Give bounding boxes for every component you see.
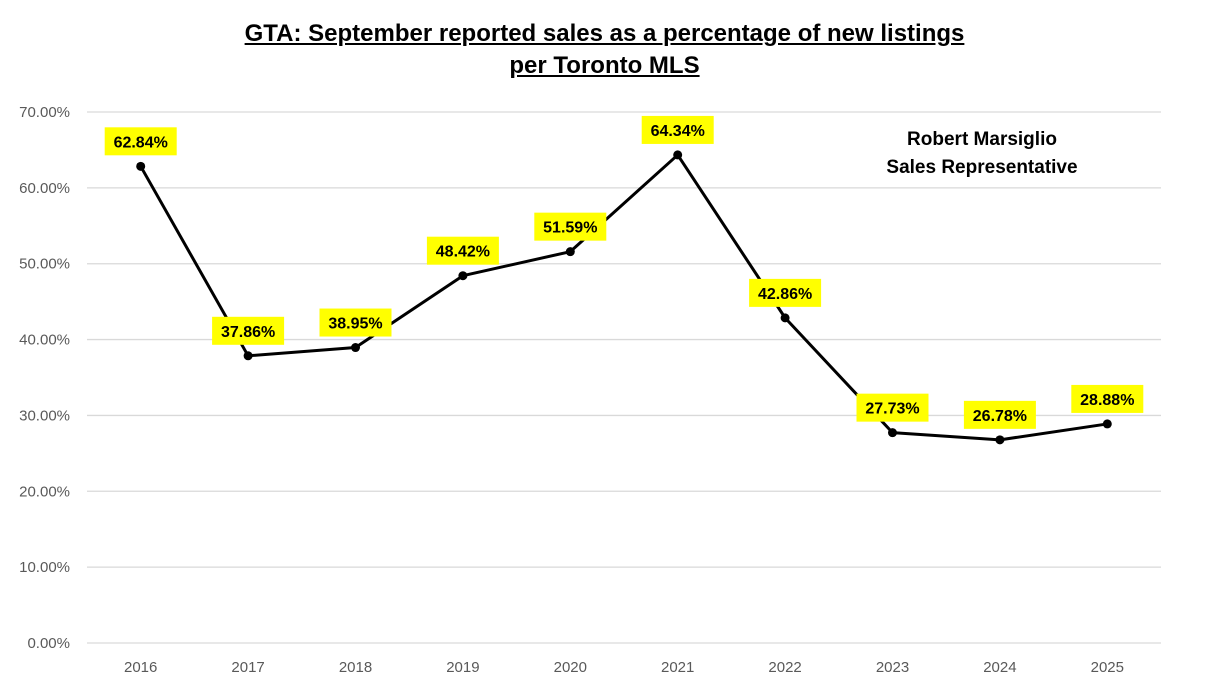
data-label-bg (104, 127, 177, 156)
data-label: 51.59% (543, 220, 597, 237)
x-tick-label: 2024 (983, 659, 1016, 676)
data-label-bg (749, 278, 822, 307)
data-label-bg (641, 115, 714, 144)
series-line-group (136, 150, 1112, 445)
x-tick-label: 2023 (876, 659, 909, 676)
data-point (673, 150, 683, 160)
data-label: 28.88% (1080, 392, 1134, 409)
x-tick-label: 2019 (446, 659, 479, 676)
y-tick-label: 20.00% (19, 483, 70, 500)
x-tick-label: 2020 (554, 659, 587, 676)
y-tick-label: 70.00% (19, 104, 70, 121)
data-point (351, 343, 360, 353)
data-point (995, 435, 1005, 445)
annotation-name: Robert Marsiglio (907, 129, 1057, 150)
data-label-bg (963, 400, 1036, 429)
chart-title: GTA: September reported sales as a perce… (0, 18, 1209, 82)
y-tick-label: 0.00% (27, 635, 70, 652)
y-tick-label: 50.00% (19, 256, 70, 273)
data-label-bg (212, 316, 285, 345)
data-point (780, 313, 790, 323)
data-label: 42.86% (758, 286, 812, 303)
y-tick-label: 60.00% (19, 180, 70, 197)
data-label-bg (856, 393, 929, 422)
data-label-bg (426, 236, 499, 265)
x-tick-label: 2018 (339, 659, 372, 676)
data-point (888, 428, 897, 438)
x-tick-label: 2021 (661, 659, 694, 676)
x-tick-label: 2025 (1091, 659, 1124, 676)
data-point (136, 161, 146, 171)
chart-title-line1: GTA: September reported sales as a perce… (244, 20, 965, 47)
data-label: 26.78% (973, 408, 1027, 425)
y-tick-label: 40.00% (19, 332, 70, 349)
data-point (565, 247, 575, 257)
data-label: 37.86% (221, 324, 275, 341)
data-label-bg (534, 212, 607, 241)
x-tick-label: 2016 (124, 659, 157, 676)
data-point (458, 271, 468, 281)
y-tick-label: 30.00% (19, 407, 70, 424)
data-point (243, 351, 253, 361)
gridlines (87, 111, 1161, 644)
chart-title-line2: per Toronto MLS (509, 52, 700, 79)
data-label-bg (1071, 384, 1144, 413)
data-point (1102, 419, 1112, 429)
x-axis-ticks: 2016 2017 2018 2019 2020 2021 2022 2023 2024 2025 (124, 659, 1124, 676)
annotation-role: Sales Representative (886, 157, 1077, 178)
y-axis-ticks: 0.00% 10.00% 20.00% 30.00% 40.00% 50.00% 60.00… (19, 104, 70, 652)
x-tick-label: 2017 (231, 659, 264, 676)
x-tick-label: 2022 (768, 659, 801, 676)
data-label-bg (319, 308, 392, 337)
data-label: 38.95% (328, 316, 382, 333)
data-label: 27.73% (865, 401, 919, 418)
data-labels: 62.84% 37.86% 38.95% 48.42% 51.59% 64.34% 42.8… (104, 115, 1144, 429)
data-label: 64.34% (651, 123, 705, 140)
data-label: 48.42% (436, 244, 490, 261)
data-label: 62.84% (114, 134, 168, 151)
series-line (139, 153, 1108, 442)
y-tick-label: 10.00% (19, 559, 70, 576)
annotation: Robert Marsiglio Sales Representative (886, 129, 1077, 178)
